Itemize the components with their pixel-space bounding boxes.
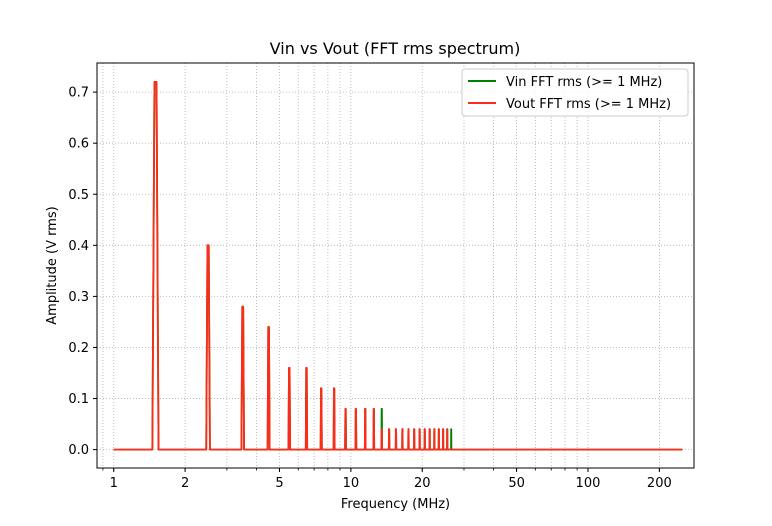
chart-title: Vin vs Vout (FFT rms spectrum) [270,39,521,58]
axes-frame [96,62,695,469]
x-tick-label: 5 [275,476,283,491]
legend: Vin FFT rms (>= 1 MHz) Vout FFT rms (>= … [461,68,689,117]
y-tick-label: 0.7 [68,86,89,101]
grid-lines [97,63,694,468]
y-tick-label: 0.0 [68,443,89,458]
x-tick-label: 1 [110,476,118,491]
x-tick-label: 20 [414,476,431,491]
x-tick-label: 200 [647,476,672,491]
y-tick-label: 0.3 [68,290,89,305]
x-tick-label: 10 [343,476,360,491]
x-tick-label: 50 [508,476,525,491]
plot-area [113,81,683,451]
y-axis-label: Amplitude (V rms) [45,206,60,324]
y-tick-label: 0.1 [68,392,89,407]
legend-label-vout: Vout FFT rms (>= 1 MHz) [506,97,671,112]
legend-box [461,68,689,117]
y-tick-label: 0.4 [68,239,89,254]
x-tick-label: 100 [576,476,601,491]
y-tick-label: 0.5 [68,188,89,203]
x-axis-label: Frequency (MHz) [341,497,450,512]
y-tick-label: 0.6 [68,137,89,152]
y-tick-label: 0.2 [68,341,89,356]
series-layer [113,81,683,451]
series-line-vout [113,81,683,451]
axis-ticks: 1 2 5 10 20 50 100 200 0.0 0.1 0.2 0.3 0.4 0.5 0.6 0.7 [68,86,671,491]
x-tick-label: 2 [181,476,189,491]
legend-label-vin: Vin FFT rms (>= 1 MHz) [506,75,662,90]
series-line-vin [113,81,683,451]
